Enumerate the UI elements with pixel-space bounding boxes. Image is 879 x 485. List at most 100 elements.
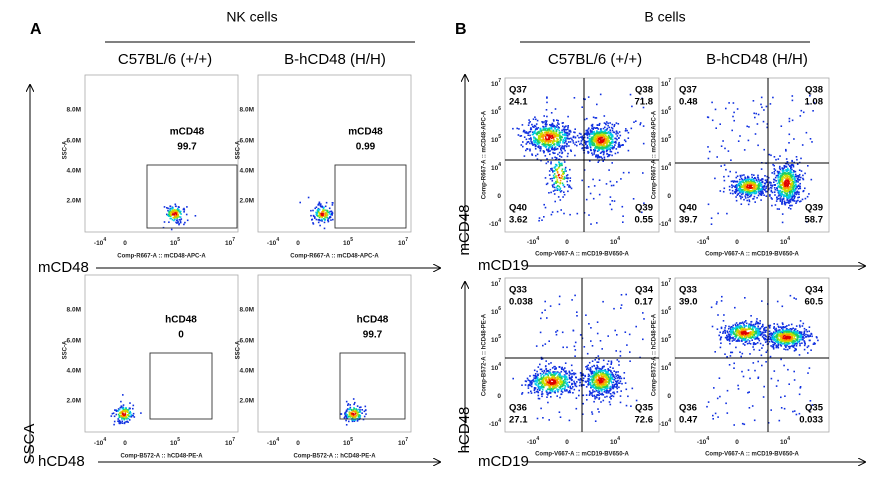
dot: [770, 409, 772, 411]
dot: [111, 412, 114, 415]
dot: [533, 377, 535, 379]
dot: [598, 141, 600, 143]
y-tick-label: 6.0M: [240, 338, 254, 345]
dot: [740, 355, 742, 358]
dot: [120, 400, 122, 403]
dot: [775, 158, 777, 161]
dot: [602, 300, 604, 303]
dot: [541, 139, 543, 141]
dot: [601, 131, 603, 134]
dot: [602, 373, 604, 375]
dot: [706, 116, 709, 118]
dot: [813, 101, 816, 104]
dot: [587, 380, 590, 383]
dot: [561, 380, 563, 383]
dot: [561, 131, 563, 134]
dot: [560, 393, 563, 395]
dot: [763, 329, 765, 332]
dot: [772, 341, 774, 344]
dot: [558, 129, 560, 132]
dot: [553, 167, 556, 169]
x-tick-label: 0: [565, 239, 569, 246]
dot: [569, 141, 572, 143]
dot: [543, 374, 545, 377]
dot: [549, 386, 551, 389]
dot: [310, 209, 312, 212]
dot: [529, 130, 532, 133]
dot: [619, 355, 622, 357]
dot: [608, 373, 611, 376]
column-title: B-hCD48 (H/H): [284, 51, 386, 68]
dot: [552, 371, 554, 373]
dot: [592, 385, 595, 387]
dot: [610, 133, 613, 136]
dot: [622, 221, 624, 223]
dot: [744, 184, 747, 186]
quadrant-value: 27.1: [509, 415, 528, 426]
dot: [811, 404, 814, 406]
dot: [800, 200, 802, 202]
dot: [605, 134, 607, 137]
dot: [787, 167, 789, 170]
dot: [563, 212, 565, 215]
dot: [556, 371, 558, 374]
dot: [616, 377, 619, 379]
dot: [780, 358, 782, 361]
dot: [741, 352, 744, 355]
dot: [729, 337, 732, 340]
dot: [540, 387, 542, 389]
dot: [615, 137, 617, 140]
dot: [177, 208, 179, 210]
dot: [527, 141, 530, 143]
x-label: Comp-V667-A :: mCD19-BV650-A: [535, 452, 629, 458]
dot: [642, 125, 645, 127]
dot: [576, 144, 578, 147]
dot: [551, 180, 554, 182]
dot: [724, 331, 727, 334]
dot: [743, 149, 746, 151]
y-label: SSC-A: [236, 340, 242, 359]
dot: [611, 372, 613, 374]
dot: [605, 135, 608, 138]
dot: [534, 375, 537, 378]
dot: [546, 101, 548, 104]
dot: [604, 130, 606, 133]
dot: [123, 410, 125, 412]
dot: [792, 188, 794, 191]
dot: [546, 115, 548, 118]
dot: [581, 143, 584, 146]
dot: [799, 326, 801, 328]
dot: [753, 112, 755, 115]
dot: [179, 216, 182, 218]
y-tick-label-base: 10: [491, 81, 499, 88]
dot: [590, 371, 593, 373]
dot: [796, 342, 798, 345]
dot: [754, 201, 756, 203]
dot: [605, 150, 608, 153]
dot: [536, 376, 539, 379]
dot: [719, 338, 722, 340]
dot: [115, 413, 118, 416]
dot: [722, 320, 725, 322]
dot: [608, 369, 611, 371]
dot: [601, 392, 604, 395]
dot: [758, 180, 760, 182]
dot: [779, 192, 781, 194]
dot: [606, 395, 608, 398]
dot: [615, 148, 618, 150]
y-tick-label-base: 10: [661, 137, 669, 144]
dot: [126, 420, 128, 423]
dot: [765, 185, 768, 188]
dot: [327, 220, 330, 222]
dot: [559, 136, 561, 138]
dot: [731, 186, 733, 189]
column-title: C57BL/6 (+/+): [548, 51, 642, 68]
dot: [740, 189, 742, 191]
dot: [574, 341, 577, 344]
dot: [728, 339, 731, 341]
dot: [799, 187, 801, 190]
dot: [801, 325, 804, 327]
dot: [610, 381, 613, 384]
dot: [564, 125, 566, 128]
